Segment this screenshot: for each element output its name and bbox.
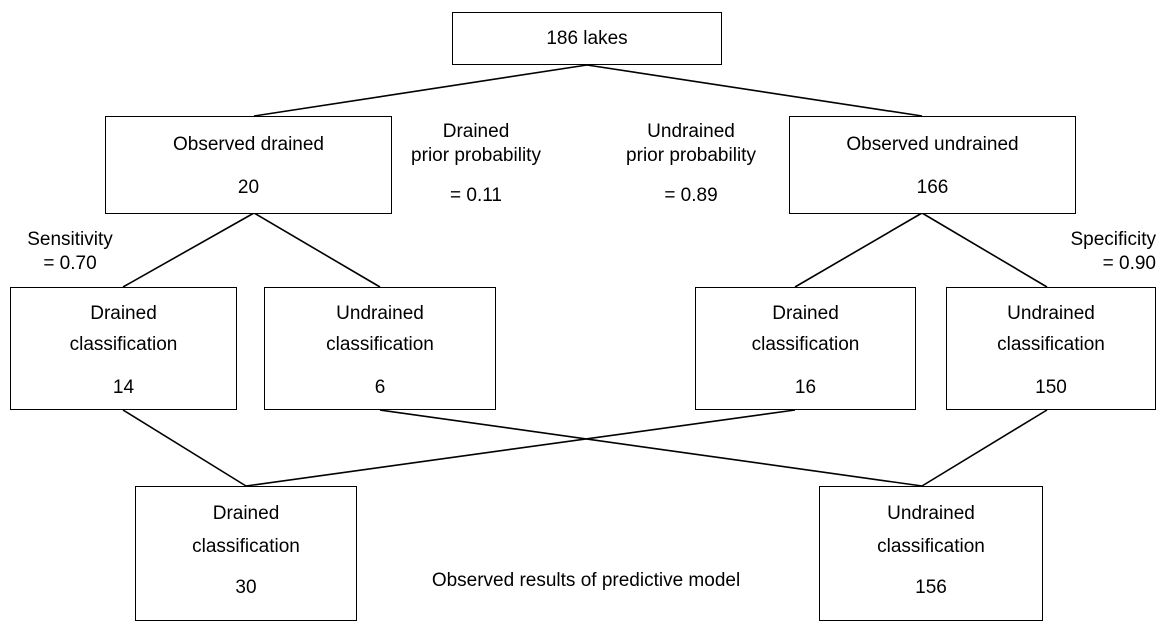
edge-root-undrained — [586, 64, 923, 117]
edge-root-drained — [253, 64, 588, 117]
edge-c2-result — [379, 409, 923, 487]
classification-3-count: 16 — [794, 377, 817, 398]
edge-undrained-spec — [921, 212, 1048, 288]
classification-4-line2: classification — [997, 334, 1105, 355]
classification-2-count: 6 — [374, 377, 386, 398]
classification-box-3: Drained classification 16 — [695, 287, 916, 410]
undrained-prior-label: Undrained prior probability = 0.89 — [607, 120, 775, 208]
result-undrained-line2: classification — [877, 536, 985, 557]
observed-drained-count: 20 — [237, 177, 260, 198]
undrained-prior-line2: prior probability — [626, 145, 756, 166]
classification-1-count: 14 — [112, 377, 135, 398]
specificity-value: = 0.90 — [1102, 253, 1156, 274]
undrained-prior-value: = 0.89 — [664, 185, 718, 206]
edge-c3-result — [245, 409, 796, 487]
results-caption: Observed results of predictive model — [431, 570, 741, 591]
classification-3-line1: Drained — [772, 303, 839, 324]
classification-box-4: Undrained classification 150 — [946, 287, 1156, 410]
edge-undrained-dr — [794, 212, 923, 288]
edge-c1-result — [122, 409, 247, 487]
result-undrained-box: Undrained classification 156 — [819, 486, 1043, 621]
observed-undrained-box: Observed undrained 166 — [789, 116, 1076, 214]
edge-drained-sens — [122, 212, 255, 288]
classification-1-line1: Drained — [90, 303, 157, 324]
edge-drained-undr — [253, 212, 381, 288]
edge-c4-result — [921, 409, 1048, 487]
specificity-label: Specificity = 0.90 — [1040, 228, 1156, 276]
result-drained-line2: classification — [192, 536, 300, 557]
sensitivity-value: = 0.70 — [43, 253, 97, 274]
drained-prior-value: = 0.11 — [450, 185, 502, 206]
drained-prior-label: Drained prior probability = 0.11 — [396, 120, 556, 208]
classification-box-2: Undrained classification 6 — [264, 287, 496, 410]
classification-2-line2: classification — [326, 334, 434, 355]
result-undrained-line1: Undrained — [887, 503, 975, 524]
root-box: 186 lakes — [452, 12, 722, 65]
sensitivity-label: Sensitivity = 0.70 — [12, 228, 128, 276]
specificity-text: Specificity — [1070, 229, 1156, 250]
observed-undrained-count: 166 — [916, 177, 949, 198]
classification-2-line1: Undrained — [336, 303, 424, 324]
undrained-prior-line1: Undrained — [647, 121, 735, 142]
root-title: 186 lakes — [546, 28, 628, 49]
classification-3-line2: classification — [751, 334, 860, 355]
observed-drained-title: Observed drained — [172, 134, 325, 155]
classification-box-1: Drained classification 14 — [10, 287, 237, 410]
result-drained-count: 30 — [235, 577, 257, 598]
result-undrained-count: 156 — [915, 577, 947, 598]
classification-1-line2: classification — [69, 334, 178, 355]
sensitivity-text: Sensitivity — [27, 229, 113, 250]
lake-classification-tree: 186 lakes Observed drained 20 Observed u… — [10, 12, 1156, 621]
connector-lines — [122, 64, 1048, 487]
drained-prior-line1: Drained — [442, 121, 510, 142]
drained-prior-line2: prior probability — [411, 145, 541, 166]
classification-4-count: 150 — [1035, 377, 1067, 398]
result-drained-line1: Drained — [212, 503, 280, 524]
observed-undrained-title: Observed undrained — [846, 134, 1019, 155]
observed-drained-box: Observed drained 20 — [105, 116, 392, 214]
result-drained-box: Drained classification 30 — [135, 486, 357, 621]
classification-4-line1: Undrained — [1007, 303, 1095, 324]
